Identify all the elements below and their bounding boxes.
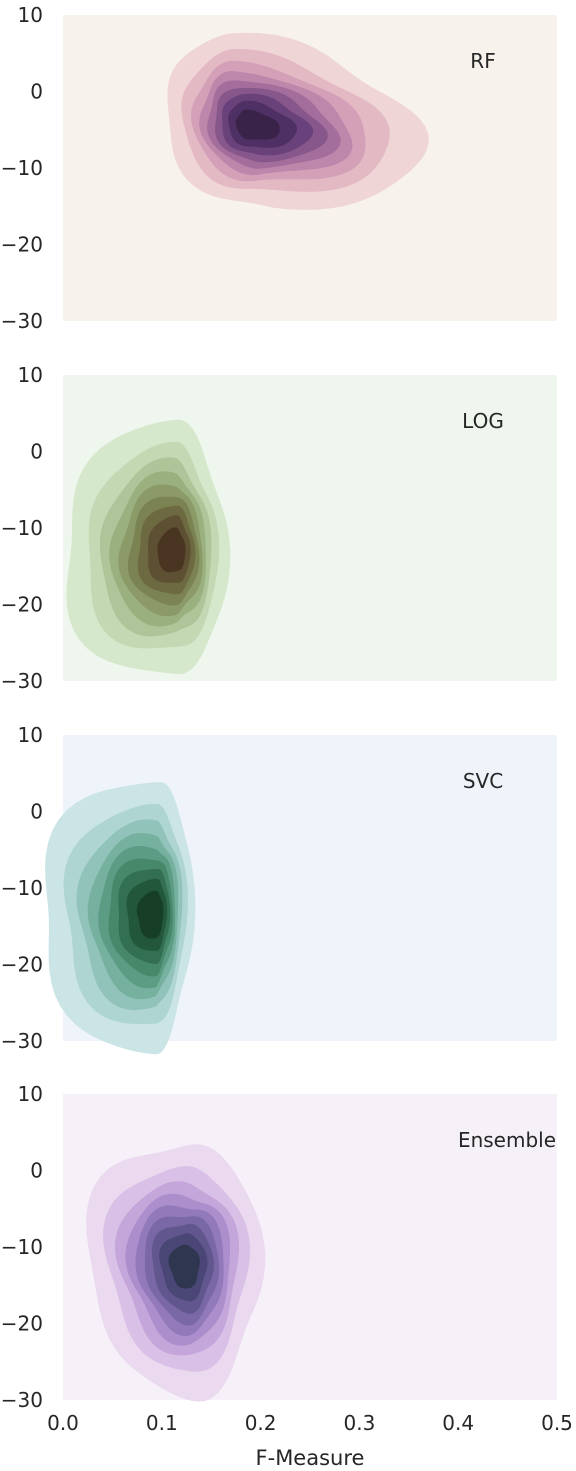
y-tick-label: 0 <box>30 80 43 104</box>
y-tick-label: −20 <box>1 953 43 977</box>
density-contour <box>235 109 280 140</box>
panel-svc: 10 0 −10 −20 −30 SVC <box>1 723 557 1055</box>
y-tick-label: −30 <box>1 1388 43 1412</box>
density-contour <box>168 1244 200 1289</box>
panel-label: SVC <box>463 769 503 793</box>
density-contour <box>157 527 186 573</box>
y-tick-label: −30 <box>1 1029 43 1053</box>
panel-label: RF <box>470 49 495 73</box>
panels: 10 0 −10 −20 −30 RF 10 0 −10 −20 −30 LOG 10 0 −10 −20 −3… <box>1 3 557 1412</box>
density-contour <box>136 890 164 939</box>
x-axis-title: F-Measure <box>256 1446 365 1470</box>
y-tick-label: −20 <box>1 593 43 617</box>
y-tick-label: 0 <box>30 800 43 824</box>
panel-label: Ensemble <box>458 1128 556 1152</box>
y-tick-label: 10 <box>18 363 43 387</box>
y-tick-label: 0 <box>30 440 43 464</box>
y-tick-label: −10 <box>1 156 43 180</box>
y-tick-label: 0 <box>30 1159 43 1183</box>
y-tick-label: −30 <box>1 309 43 333</box>
y-tick-label: −20 <box>1 233 43 257</box>
x-tick-label: 0.2 <box>245 1411 277 1435</box>
y-tick-label: −20 <box>1 1312 43 1336</box>
x-tick-label: 0.1 <box>146 1411 178 1435</box>
y-tick-label: −10 <box>1 516 43 540</box>
x-tick-label: 0.0 <box>47 1411 79 1435</box>
panel-rf: 10 0 −10 −20 −30 RF <box>1 3 557 333</box>
y-tick-label: −10 <box>1 1235 43 1259</box>
y-tick-label: 10 <box>18 1082 43 1106</box>
x-tick-label: 0.3 <box>343 1411 375 1435</box>
y-tick-label: −10 <box>1 876 43 900</box>
y-tick-label: 10 <box>18 3 43 27</box>
y-tick-label: 10 <box>18 723 43 747</box>
panel-ensemble: 10 0 −10 −20 −30 Ensemble <box>1 1082 557 1412</box>
x-axis: 0.0 0.1 0.2 0.3 0.4 0.5 <box>47 1411 573 1435</box>
panel-label: LOG <box>462 409 504 433</box>
y-tick-label: −30 <box>1 669 43 693</box>
x-tick-label: 0.4 <box>442 1411 474 1435</box>
x-tick-label: 0.5 <box>541 1411 573 1435</box>
panel-log: 10 0 −10 −20 −30 LOG <box>1 363 557 693</box>
